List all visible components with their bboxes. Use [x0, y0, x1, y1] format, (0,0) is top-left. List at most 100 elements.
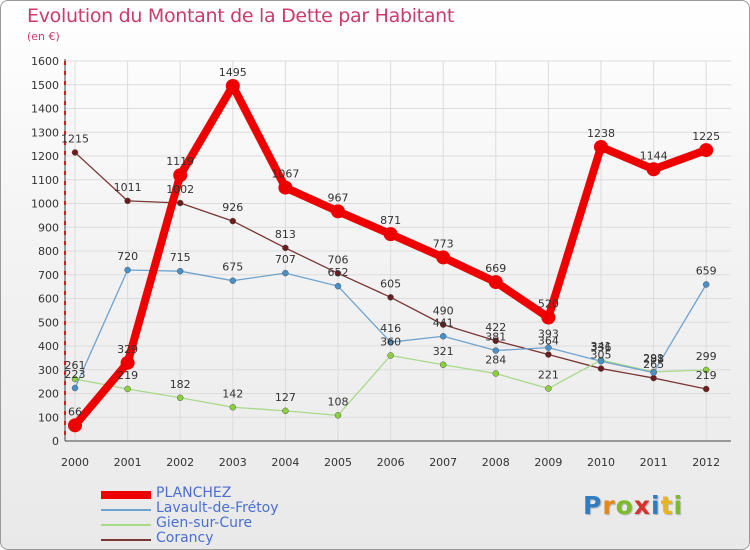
- data-point: [702, 366, 710, 374]
- y-tick-label: 400: [38, 340, 59, 353]
- data-label: 1002: [166, 183, 194, 196]
- data-label: 675: [222, 261, 243, 274]
- data-label: 652: [328, 266, 349, 279]
- data-label: 1144: [640, 149, 668, 162]
- data-label: 108: [328, 395, 349, 408]
- data-point: [176, 199, 184, 207]
- y-tick-label: 0: [52, 435, 59, 448]
- data-label: 871: [380, 214, 401, 227]
- y-tick-label: 1200: [31, 150, 59, 163]
- data-label: 364: [538, 335, 559, 348]
- legend-label: Corancy: [156, 530, 214, 546]
- chart-title: Evolution du Montant de la Dette par Hab…: [27, 5, 455, 27]
- data-label: 669: [485, 262, 506, 275]
- data-label: 813: [275, 228, 296, 241]
- legend-swatch: [101, 509, 151, 511]
- data-label: 265: [643, 358, 664, 371]
- data-point: [124, 266, 131, 274]
- data-label: 1119: [166, 155, 194, 168]
- data-point: [439, 333, 447, 340]
- data-point: [331, 204, 345, 219]
- data-label: 219: [696, 369, 717, 382]
- data-label: 926: [222, 201, 243, 214]
- logo-letter: x: [633, 491, 651, 520]
- data-label: 720: [117, 250, 138, 263]
- data-point: [334, 270, 342, 277]
- data-point: [646, 162, 661, 177]
- data-label: 706: [328, 253, 349, 266]
- data-point: [492, 347, 500, 354]
- y-tick-label: 700: [38, 269, 59, 282]
- data-point: [176, 394, 184, 402]
- data-label: 321: [433, 345, 454, 358]
- data-point: [699, 143, 714, 158]
- data-label: 659: [696, 264, 717, 277]
- data-label: 520: [538, 298, 559, 311]
- data-label: 66: [68, 405, 82, 418]
- data-point: [702, 385, 710, 393]
- data-label: 715: [170, 251, 191, 264]
- data-label: 1238: [587, 127, 615, 140]
- logo-letter: o: [615, 491, 634, 520]
- x-tick-label: 2002: [166, 456, 194, 469]
- data-point: [383, 227, 398, 242]
- data-label: 967: [328, 191, 349, 204]
- data-point: [387, 338, 394, 346]
- data-label: 288: [643, 353, 664, 366]
- x-tick-label: 2000: [61, 456, 89, 469]
- data-point: [492, 370, 500, 377]
- data-point: [124, 197, 131, 205]
- logo-letter: P: [583, 491, 603, 520]
- data-label: 441: [433, 316, 454, 329]
- y-tick-label: 600: [38, 293, 59, 306]
- data-point: [120, 355, 135, 370]
- logo-letter: i: [651, 491, 661, 520]
- data-label: 1225: [692, 130, 720, 143]
- data-label: 773: [433, 237, 454, 250]
- data-label: 336: [591, 341, 612, 354]
- data-label: 127: [275, 391, 296, 404]
- legend-label: PLANCHEZ: [156, 485, 232, 501]
- data-label: 291: [643, 352, 664, 365]
- data-point: [492, 337, 500, 345]
- legend-swatch: [101, 524, 151, 526]
- data-label: 299: [696, 350, 717, 363]
- data-point: [225, 78, 240, 93]
- data-point: [541, 310, 556, 325]
- x-tick-label: 2009: [534, 456, 562, 469]
- data-point: [334, 282, 342, 290]
- data-label: 142: [222, 387, 243, 400]
- data-point: [282, 407, 289, 415]
- logo-letter: i: [673, 491, 684, 520]
- data-label: 284: [485, 354, 506, 367]
- data-label: 1067: [271, 168, 299, 181]
- data-point: [439, 361, 447, 369]
- data-label: 219: [117, 369, 138, 382]
- data-point: [71, 384, 79, 392]
- y-tick-label: 900: [38, 221, 59, 234]
- x-tick-label: 2005: [324, 456, 352, 469]
- data-point: [594, 139, 608, 154]
- y-tick-label: 1100: [31, 174, 59, 187]
- data-point: [71, 375, 79, 383]
- data-point: [278, 180, 293, 195]
- x-tick-label: 2003: [219, 456, 247, 469]
- chart-subtitle: (en €): [27, 30, 60, 43]
- data-label: 490: [433, 305, 454, 318]
- y-tick-label: 800: [38, 245, 59, 258]
- x-tick-label: 2004: [271, 456, 299, 469]
- data-label: 223: [65, 368, 86, 381]
- data-label: 381: [485, 331, 506, 344]
- y-tick-label: 1400: [31, 103, 59, 116]
- data-label: 261: [65, 359, 86, 372]
- data-point: [229, 404, 237, 411]
- data-point: [597, 357, 605, 365]
- y-tick-label: 1000: [31, 198, 59, 211]
- data-point: [124, 385, 131, 393]
- x-tick-label: 2006: [377, 456, 405, 469]
- data-label: 305: [591, 349, 612, 362]
- data-point: [176, 267, 184, 275]
- x-tick-label: 2008: [482, 456, 510, 469]
- y-tick-label: 1300: [31, 126, 59, 139]
